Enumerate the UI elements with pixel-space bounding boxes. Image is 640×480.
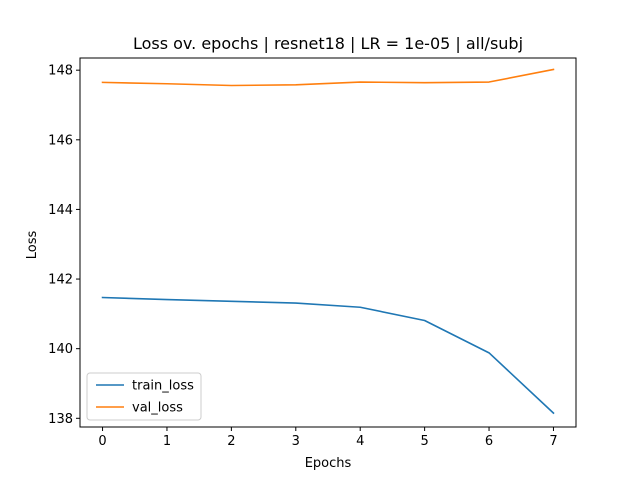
- y-tick-label: 146: [48, 133, 73, 148]
- y-tick-label: 140: [48, 342, 73, 357]
- y-tick-label: 148: [48, 64, 73, 79]
- axes-frame: [79, 57, 577, 428]
- legend-label-train_loss: train_loss: [132, 379, 194, 394]
- y-tick-label: 144: [48, 203, 73, 218]
- chart-title: Loss ov. epochs | resnet18 | LR = 1e-05 …: [133, 34, 523, 53]
- x-tick-label: 3: [292, 434, 300, 449]
- x-axis-label: Epochs: [305, 456, 352, 471]
- x-tick-label: 7: [549, 434, 557, 449]
- y-axis-label: Loss: [25, 231, 40, 260]
- x-tick-label: 5: [420, 434, 428, 449]
- x-tick-label: 4: [356, 434, 364, 449]
- plot-area: 0 1 2 3 4 5 6 7 138 140 142 144 146 148: [48, 57, 577, 449]
- legend: train_loss val_loss: [86, 372, 202, 421]
- x-tick-label: 6: [485, 434, 493, 449]
- series-line-train_loss: [101, 296, 555, 415]
- series-line-val_loss: [101, 68, 555, 87]
- y-tick-label: 142: [48, 273, 73, 288]
- x-tick-label: 2: [227, 434, 235, 449]
- x-tick-label: 1: [163, 434, 171, 449]
- y-tick-label: 138: [48, 412, 73, 427]
- legend-label-val_loss: val_loss: [132, 401, 183, 416]
- x-tick-label: 0: [98, 434, 106, 449]
